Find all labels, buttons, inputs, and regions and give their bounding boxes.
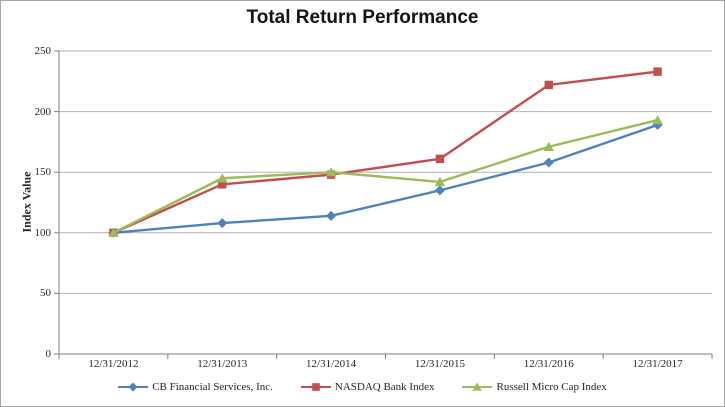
series-marker-russell-micro-cap-index [652,115,663,125]
legend-label: Russell Micro Cap Index [496,381,607,393]
series-marker-cb-financial-services-inc [217,218,228,229]
series-marker-russell-micro-cap-index [543,141,554,151]
y-tick-label: 200 [34,105,52,118]
legend-label: NASDAQ Bank Index [334,381,435,393]
series-marker-nasdaq-bank-index [435,154,445,164]
series-marker-nasdaq-bank-index [544,80,553,90]
y-tick-label: 250 [34,45,52,57]
series-marker-cb-financial-services-inc [543,157,554,168]
series-marker-cb-financial-services-inc [326,210,337,221]
legend-item-russell-micro-cap-index: Russell Micro Cap Index [462,381,607,393]
legend-item-cb-financial-services-inc: CB Financial Services, Inc. [118,381,273,393]
series-line-nasdaq-bank-index [112,70,659,235]
series-marker-russell-micro-cap-index [434,176,446,187]
y-axis-title: Index Value [19,171,34,233]
legend-item-nasdaq-bank-index: NASDAQ Bank Index [300,381,435,393]
legend-label: CB Financial Services, Inc. [152,381,273,393]
legend-triangle-marker-icon [462,382,493,391]
chart-title: Total Return Performance [246,7,479,28]
y-tick-label: 150 [34,166,52,179]
series-line-russell-micro-cap-index [112,118,659,235]
series-marker-russell-micro-cap-index [325,167,337,177]
y-tick-label: 50 [40,287,51,300]
x-tick-label: 12/31/2013 [197,358,248,370]
series-marker-nasdaq-bank-index [218,180,227,189]
legend: CB Financial Services, Inc. NASDAQ Bank I… [1,378,724,396]
series-marker-russell-micro-cap-index [217,173,228,183]
legend-square-marker-icon [300,383,331,391]
series-marker-nasdaq-bank-index [653,67,662,76]
x-tick-label: 12/31/2016 [523,358,574,370]
x-tick-label: 12/31/2014 [306,358,357,370]
y-tick-label: 0 [45,348,52,360]
x-tick-label: 12/31/2017 [632,358,683,370]
series-line-cb-financial-services-inc [112,123,659,235]
legend-diamond-marker-icon [118,382,149,392]
series-marker-russell-micro-cap-index [108,227,119,237]
y-tick-label: 100 [34,226,52,239]
x-tick-label: 12/31/2012 [88,358,139,370]
series-marker-cb-financial-services-inc [434,185,445,196]
x-tick-label: 12/31/2015 [414,358,465,370]
